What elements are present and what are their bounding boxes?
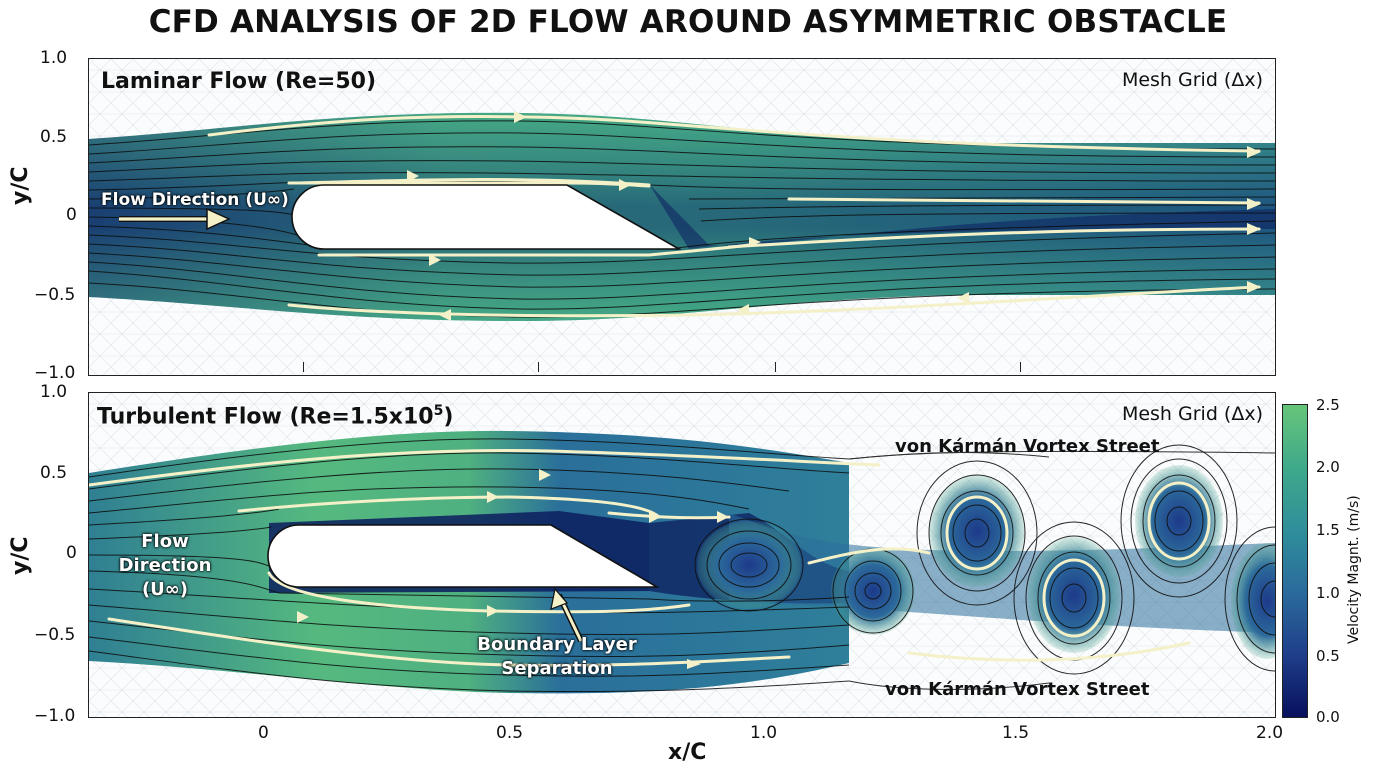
top-ytick: 0 bbox=[66, 205, 77, 225]
turbulent-panel-title: Turbulent Flow (Re=1.5x105) bbox=[97, 403, 453, 429]
colorbar-tick: 1.0 bbox=[1316, 584, 1340, 602]
turbulent-panel: Turbulent Flow (Re=1.5x105) Mesh Grid (Δ… bbox=[88, 392, 1276, 718]
bottom-ytick: −1.0 bbox=[34, 706, 76, 726]
laminar-flow-arrow-icon bbox=[119, 207, 231, 231]
top-ytick: −0.5 bbox=[34, 285, 76, 305]
bottom-ytick: 1.0 bbox=[40, 382, 68, 402]
colorbar-label: Velocity Magnt. (m/s) bbox=[1346, 495, 1362, 644]
turbulent-title-prefix: Turbulent Flow (Re=1.5x10 bbox=[97, 404, 434, 430]
top-xtick-mark bbox=[303, 362, 304, 372]
x-axis-label: x/C bbox=[668, 740, 707, 765]
turbulent-flow-label-line1: Flow Direction bbox=[118, 531, 212, 576]
top-ytick: 0.5 bbox=[40, 127, 68, 147]
xtick: 1.5 bbox=[1002, 723, 1030, 743]
top-xtick-mark bbox=[538, 362, 539, 372]
laminar-mesh-label: Mesh Grid (Δx) bbox=[1121, 69, 1263, 91]
bottom-ytick: −0.5 bbox=[34, 625, 76, 645]
xtick: 1.0 bbox=[750, 723, 778, 743]
laminar-panel: Laminar Flow (Re=50) Mesh Grid (Δx) Flow… bbox=[88, 58, 1276, 376]
xtick: 0 bbox=[258, 723, 269, 743]
vortex-street-label-top: von Kármán Vortex Street bbox=[895, 436, 1160, 457]
vortex-street-label-bottom: von Kármán Vortex Street bbox=[885, 679, 1150, 700]
colorbar-tick: 0.0 bbox=[1316, 708, 1340, 726]
velocity-colorbar bbox=[1282, 404, 1308, 718]
colorbar-tick: 2.5 bbox=[1316, 396, 1340, 414]
figure-title: CFD ANALYSIS OF 2D FLOW AROUND ASYMMETRI… bbox=[148, 4, 1228, 40]
turbulent-title-exponent: 5 bbox=[433, 403, 444, 419]
top-ytick: 1.0 bbox=[40, 48, 68, 68]
turbulent-flow-field bbox=[89, 393, 1275, 717]
xtick: 2.0 bbox=[1256, 723, 1284, 743]
bottom-y-axis-label: y/C bbox=[8, 536, 33, 575]
xtick: 0.5 bbox=[496, 723, 524, 743]
top-xtick-mark bbox=[775, 362, 776, 372]
turbulent-flow-direction-label: Flow Direction (U∞) bbox=[103, 530, 227, 602]
colorbar-tick: 0.5 bbox=[1316, 647, 1340, 665]
separation-label-line1: Boundary Layer bbox=[477, 634, 637, 655]
boundary-layer-separation-label: Boundary Layer Separation bbox=[469, 633, 645, 681]
separation-pointer-arrow-icon bbox=[550, 587, 584, 643]
top-xtick-mark bbox=[1020, 362, 1021, 372]
colorbar-tick: 1.5 bbox=[1316, 521, 1340, 539]
laminar-panel-title: Laminar Flow (Re=50) bbox=[101, 69, 377, 94]
top-ytick: −1.0 bbox=[34, 363, 76, 383]
top-y-axis-label: y/C bbox=[8, 166, 33, 205]
laminar-flow-direction-label: Flow Direction (U∞) bbox=[101, 190, 289, 210]
laminar-flow-field bbox=[89, 59, 1275, 375]
colorbar-tick: 2.0 bbox=[1316, 458, 1340, 476]
separation-label-line2: Separation bbox=[501, 658, 613, 679]
turbulent-mesh-label: Mesh Grid (Δx) bbox=[1121, 403, 1263, 425]
turbulent-flow-label-line2: (U∞) bbox=[141, 579, 189, 600]
turbulent-title-suffix: ) bbox=[443, 404, 454, 430]
bottom-ytick: 0 bbox=[66, 543, 77, 563]
bottom-ytick: 0.5 bbox=[40, 463, 68, 483]
